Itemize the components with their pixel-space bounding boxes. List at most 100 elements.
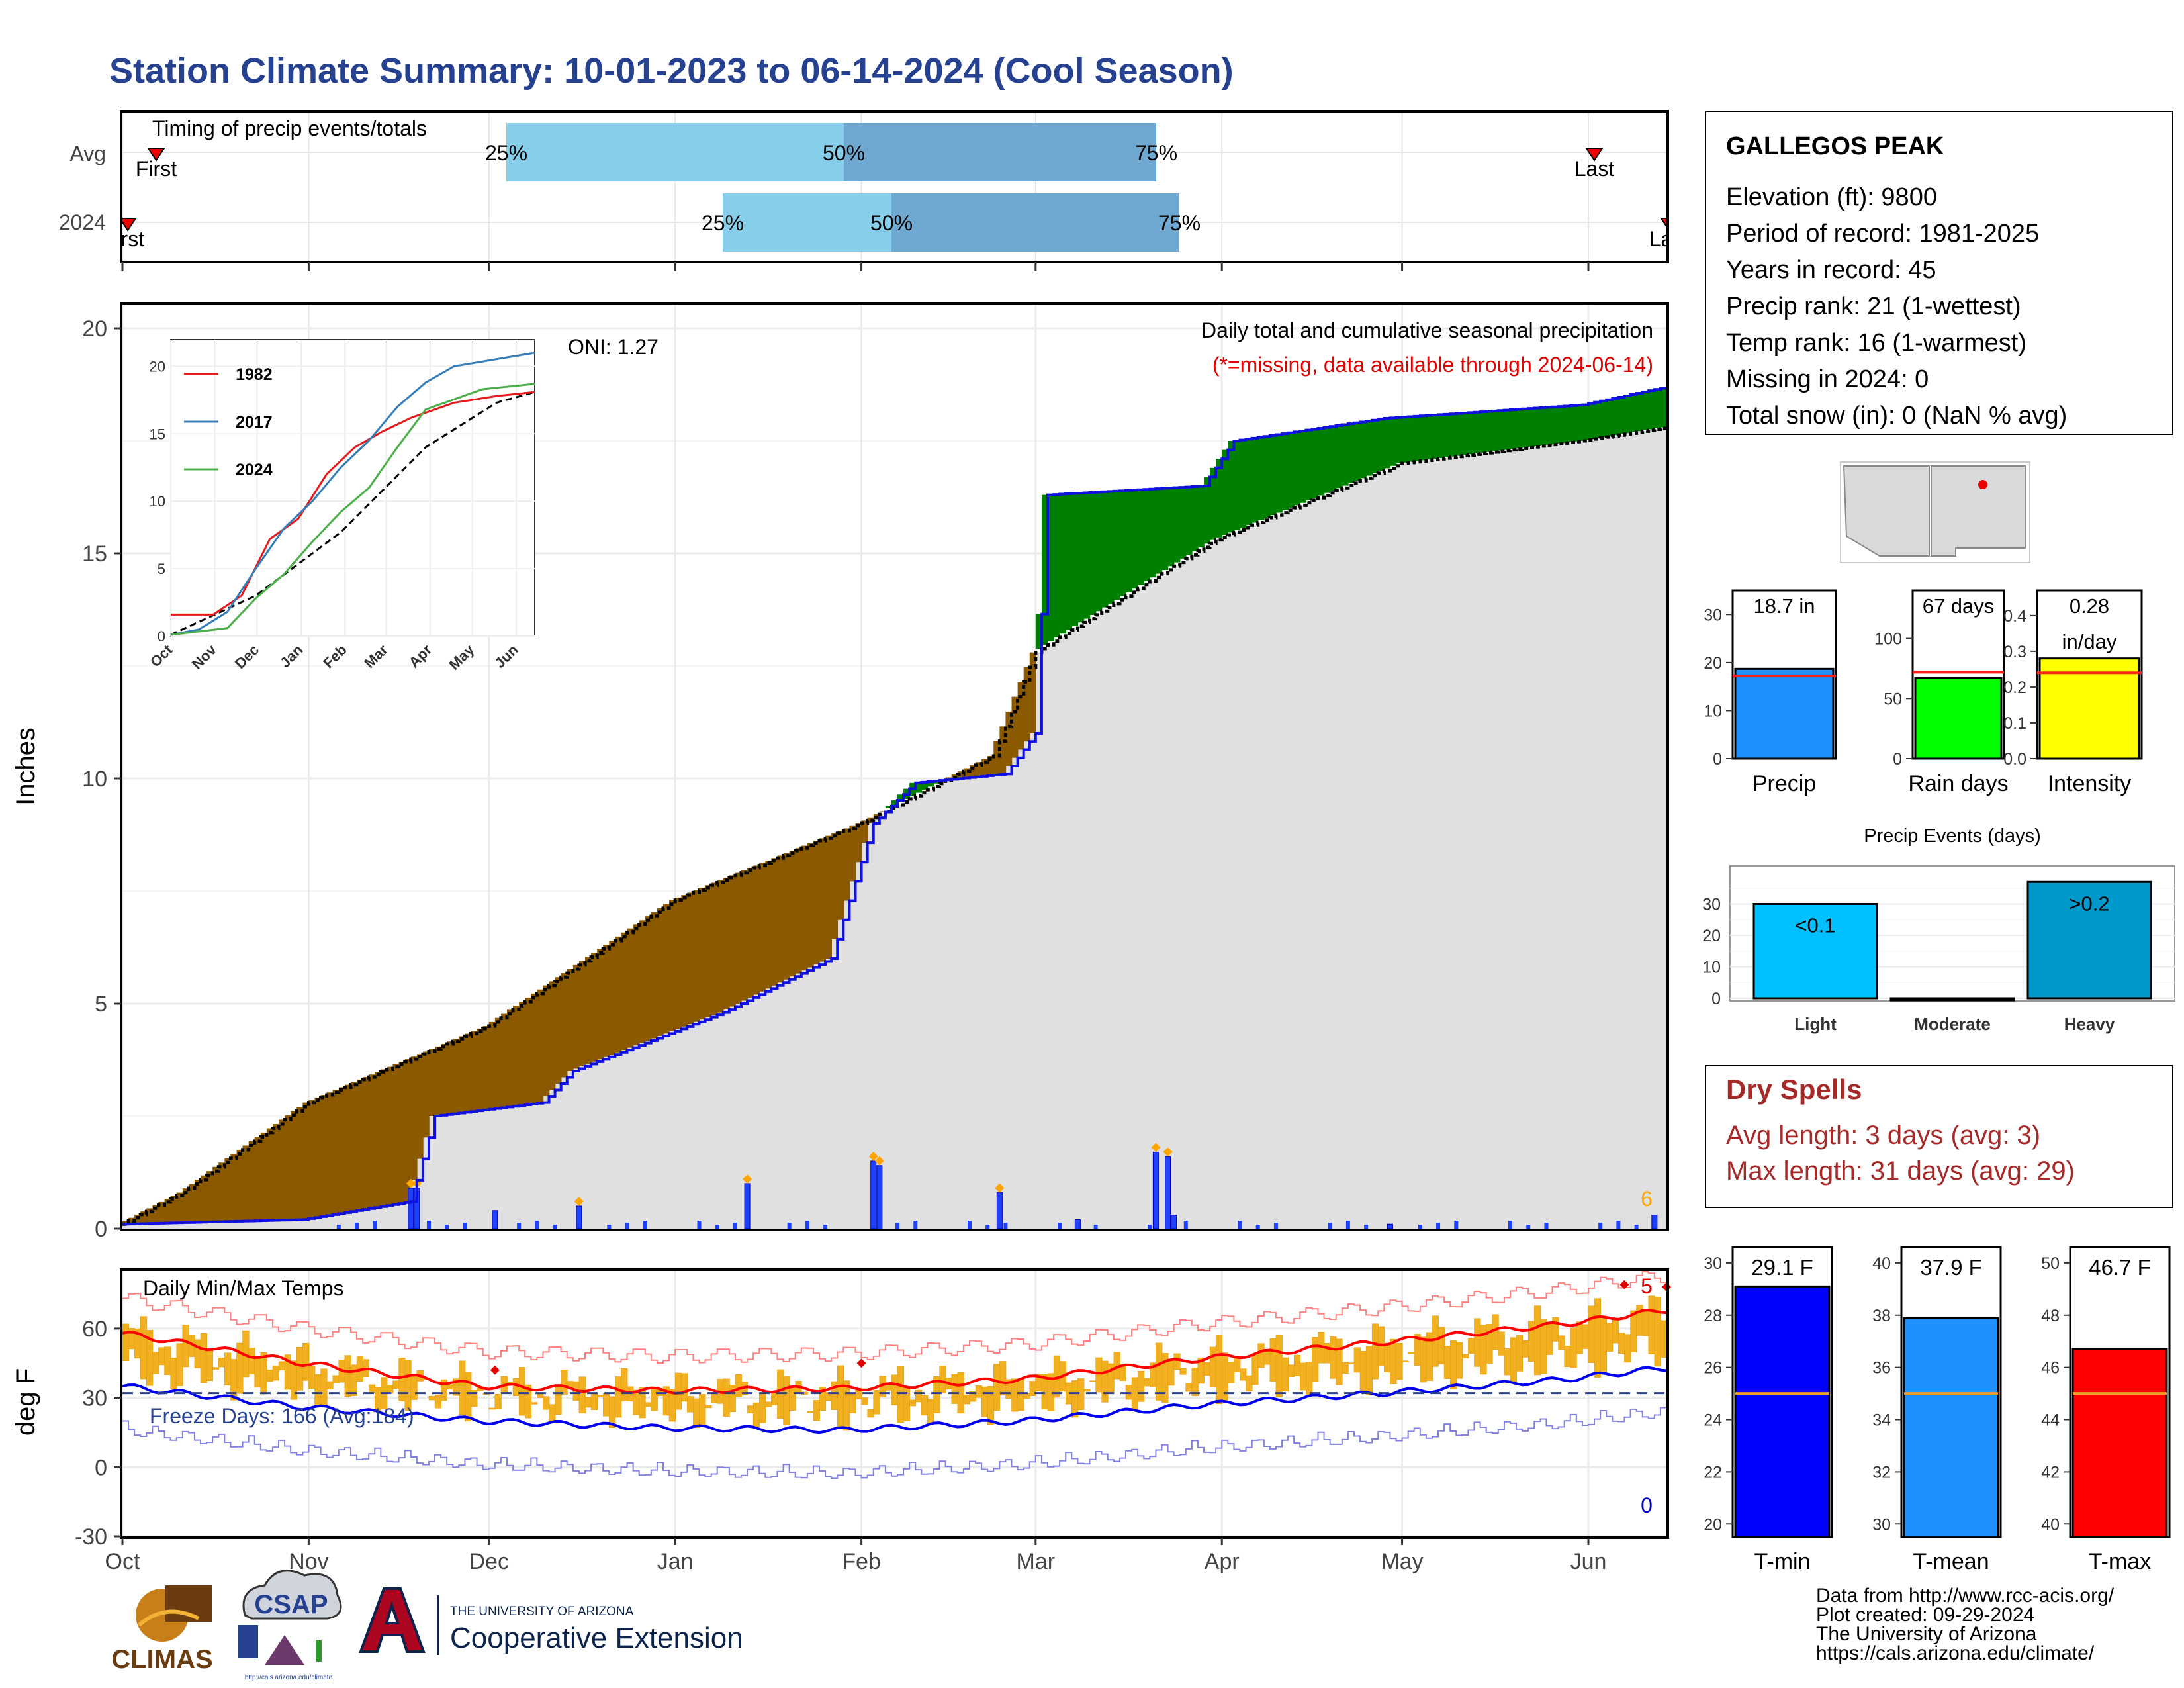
tmin-value-bar	[1735, 1286, 1829, 1537]
daily-temp-bar	[711, 1394, 718, 1403]
daily-precip-bar	[427, 1221, 431, 1229]
daily-precip-bar	[553, 1225, 557, 1229]
above-avg-fill	[1492, 410, 1499, 451]
station-info-line: Total snow (in): 0 (NaN % avg)	[1726, 402, 2067, 430]
daily-temp-bar	[1222, 1353, 1228, 1402]
below-avg-fill	[561, 973, 568, 1077]
above-avg-fill	[1498, 410, 1505, 451]
below-avg-fill	[759, 863, 766, 992]
above-avg-fill	[1468, 412, 1475, 455]
above-avg-fill	[1234, 440, 1240, 530]
below-avg-fill	[790, 851, 796, 976]
daily-precip-bar	[1153, 1152, 1158, 1229]
station-info-box: GALLEGOS PEAK Elevation (ft): 9800Period…	[1706, 111, 2173, 434]
below-avg-fill	[645, 916, 652, 1041]
daily-temp-bar	[224, 1353, 231, 1385]
daily-temp-bar	[1643, 1310, 1649, 1336]
daily-temp-bar	[267, 1370, 273, 1382]
below-avg-fill	[633, 924, 640, 1045]
temp-ytick-label: 0	[95, 1455, 107, 1480]
precip-ytick-label: 15	[82, 541, 107, 567]
above-avg-fill	[1246, 438, 1253, 525]
daily-temp-bar	[1071, 1380, 1078, 1417]
above-avg-fill	[1540, 407, 1547, 445]
below-avg-fill	[729, 875, 736, 1006]
events-xlabel-light: Light	[1794, 1014, 1837, 1034]
daily-temp-bar	[302, 1343, 309, 1380]
cold-count-label: 0	[1641, 1493, 1653, 1517]
daily-temp-bar	[249, 1348, 255, 1374]
below-avg-fill	[453, 1039, 459, 1113]
daily-precip-bar	[733, 1223, 737, 1229]
daily-precip-bar	[1544, 1223, 1548, 1229]
below-avg-fill	[243, 1145, 250, 1221]
above-avg-fill	[1546, 407, 1553, 445]
below-avg-fill	[255, 1137, 261, 1221]
daily-temp-bar	[369, 1385, 375, 1393]
above-avg-fill	[1192, 487, 1199, 551]
daily-temp-bar	[1504, 1348, 1511, 1375]
below-avg-fill	[513, 1006, 520, 1105]
precip-ytick-label: 5	[95, 992, 107, 1017]
daily-precip-bar	[997, 1193, 1002, 1229]
csap-logo-url: http://cals.arizona.edu/climate	[245, 1674, 333, 1681]
above-avg-fill	[1120, 491, 1126, 596]
above-avg-fill	[1156, 489, 1162, 574]
above-avg-fill	[1054, 494, 1060, 637]
inset-frame	[171, 340, 535, 636]
above-avg-fill	[1486, 411, 1493, 452]
above-avg-fill	[1366, 420, 1373, 476]
above-avg-fill	[1456, 413, 1463, 456]
above-avg-fill	[1282, 433, 1289, 510]
below-avg-fill	[477, 1029, 484, 1110]
daily-temp-bar	[1240, 1369, 1246, 1381]
daily-temp-bar	[921, 1395, 928, 1415]
below-avg-fill	[507, 1009, 514, 1106]
precip-ytick-label: 0	[1713, 750, 1722, 769]
daily-temp-bar	[195, 1340, 201, 1368]
above-avg-fill	[1102, 491, 1109, 607]
timing-2024-bar-25-50	[723, 193, 891, 252]
daily-temp-bar	[1384, 1343, 1390, 1372]
daily-temp-bar	[405, 1360, 412, 1411]
inset-legend-label: 2024	[236, 461, 273, 479]
above-avg-fill	[1071, 493, 1078, 626]
temp-ylabel: deg F	[11, 1368, 40, 1436]
daily-precip-bar	[1454, 1221, 1458, 1229]
temp-title: Daily Min/Max Temps	[143, 1276, 343, 1300]
daily-precip-bar	[1003, 1223, 1007, 1229]
below-avg-fill	[796, 848, 802, 973]
tmax-ytick-label: 44	[2041, 1411, 2060, 1430]
below-avg-fill	[675, 898, 682, 1029]
below-avg-fill	[333, 1090, 340, 1213]
above-avg-fill	[1318, 428, 1324, 496]
daily-temp-bar	[1661, 1321, 1667, 1358]
daily-temp-bar	[645, 1403, 652, 1407]
intensity-value-unit: in/day	[2062, 630, 2117, 653]
daily-temp-bar	[651, 1389, 658, 1411]
tmean-ytick-label: 32	[1872, 1463, 1891, 1481]
intensity-value-label: 0.28	[2070, 594, 2109, 618]
daily-temp-bar	[1132, 1378, 1138, 1411]
daily-temp-bar	[519, 1367, 525, 1415]
daily-temp-bar	[273, 1366, 279, 1380]
above-avg-fill	[1588, 402, 1595, 439]
daily-temp-bar	[693, 1399, 700, 1428]
intensity-ytick-label: 0.2	[2003, 679, 2026, 697]
daily-temp-bar	[1588, 1306, 1595, 1363]
below-avg-fill	[651, 912, 658, 1038]
daily-temp-bar	[1366, 1346, 1373, 1395]
below-avg-fill	[423, 1052, 430, 1138]
daily-temp-bar	[603, 1393, 610, 1417]
below-avg-fill	[579, 961, 586, 1066]
month-label-may: May	[1381, 1549, 1423, 1574]
footer-credits: Data from http://www.rcc-acis.org/ Plot …	[1816, 1585, 2115, 1664]
above-avg-fill	[1114, 491, 1120, 600]
daily-temp-bar	[1655, 1297, 1661, 1366]
arizona-state-icon	[1844, 466, 1929, 556]
daily-temp-bar	[1144, 1378, 1150, 1386]
events-bar-label: <0.1	[1795, 914, 1835, 937]
above-avg-fill	[1138, 489, 1144, 585]
daily-temp-bar	[597, 1395, 604, 1397]
above-avg-fill	[1090, 492, 1097, 615]
